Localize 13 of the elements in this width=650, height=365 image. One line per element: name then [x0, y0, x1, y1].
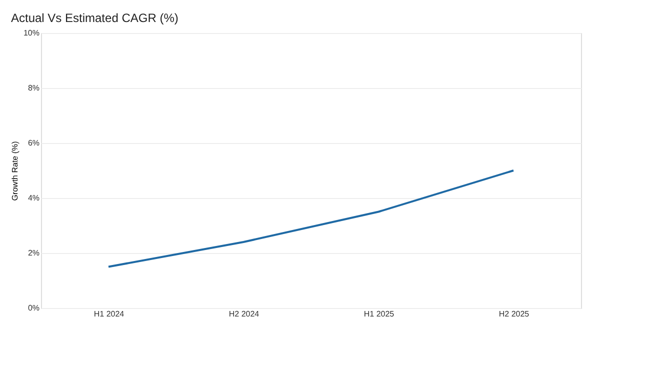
x-tick-label: H2 2024	[228, 310, 260, 318]
y-tick-label: 6%	[28, 138, 40, 148]
x-tick-label: H1 2024	[94, 310, 125, 318]
chart-title: Actual Vs Estimated CAGR (%)	[10, 11, 178, 25]
y-axis-title: Growth Rate (%)	[10, 140, 20, 201]
y-tick-label: 0%	[28, 304, 40, 312]
x-tick-label: H2 2025	[498, 310, 530, 318]
y-tick-label: 4%	[28, 194, 40, 202]
line-series	[108, 170, 514, 268]
y-tick-label: 2%	[28, 248, 40, 258]
y-tick-label: 8%	[28, 84, 40, 92]
x-tick-label: H1 2025	[364, 310, 395, 318]
y-tick-label: 10%	[23, 28, 40, 38]
